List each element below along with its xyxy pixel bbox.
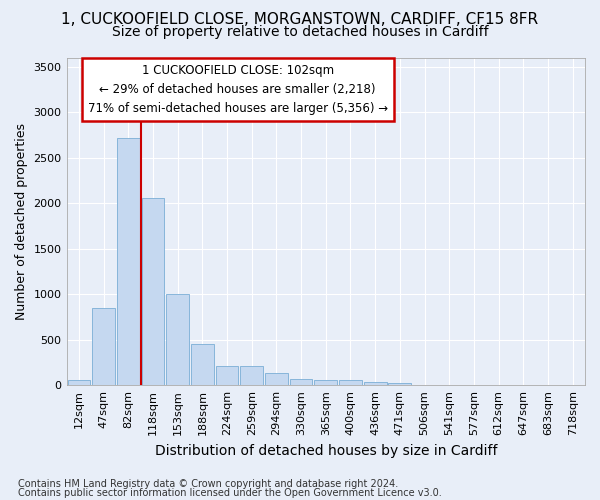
Bar xyxy=(339,380,362,385)
Bar xyxy=(117,138,140,385)
Bar xyxy=(388,384,411,385)
Text: 1, CUCKOOFIELD CLOSE, MORGANSTOWN, CARDIFF, CF15 8FR: 1, CUCKOOFIELD CLOSE, MORGANSTOWN, CARDI… xyxy=(61,12,539,26)
Y-axis label: Number of detached properties: Number of detached properties xyxy=(15,123,28,320)
Bar xyxy=(191,344,214,385)
Text: Contains HM Land Registry data © Crown copyright and database right 2024.: Contains HM Land Registry data © Crown c… xyxy=(18,479,398,489)
Bar xyxy=(92,308,115,385)
Text: Size of property relative to detached houses in Cardiff: Size of property relative to detached ho… xyxy=(112,25,488,39)
Bar xyxy=(265,373,288,385)
X-axis label: Distribution of detached houses by size in Cardiff: Distribution of detached houses by size … xyxy=(155,444,497,458)
Bar xyxy=(142,198,164,385)
Bar xyxy=(68,380,90,385)
Bar xyxy=(215,366,238,385)
Bar xyxy=(166,294,189,385)
Text: Contains public sector information licensed under the Open Government Licence v3: Contains public sector information licen… xyxy=(18,488,442,498)
Bar xyxy=(314,380,337,385)
Bar xyxy=(241,366,263,385)
Text: 1 CUCKOOFIELD CLOSE: 102sqm
← 29% of detached houses are smaller (2,218)
71% of : 1 CUCKOOFIELD CLOSE: 102sqm ← 29% of det… xyxy=(88,64,388,115)
Bar xyxy=(364,382,386,385)
Bar xyxy=(290,379,313,385)
